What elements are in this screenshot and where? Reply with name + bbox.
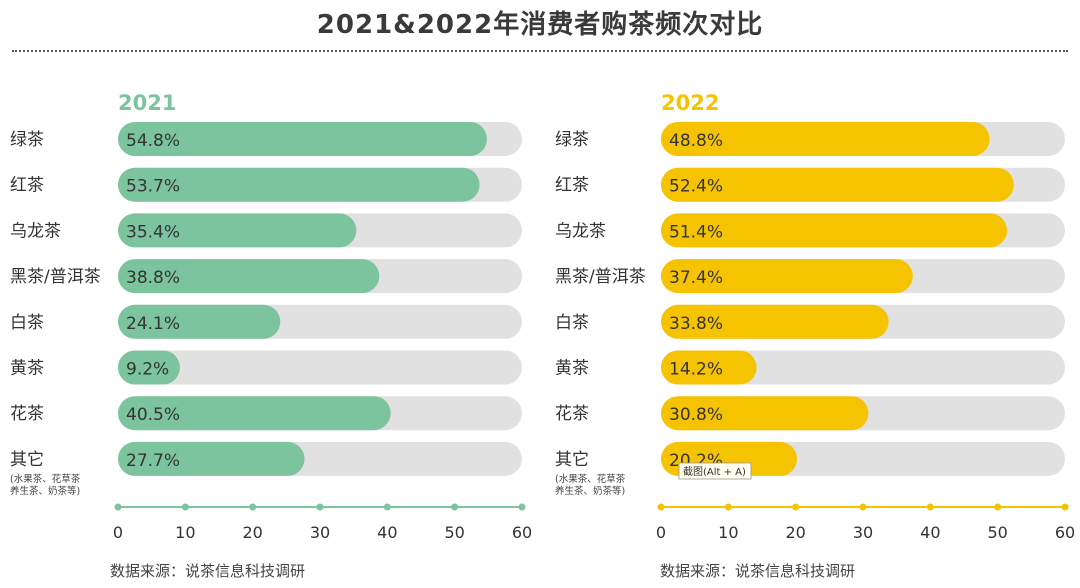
x-axis-tick-dot bbox=[316, 503, 324, 511]
bar-2021 bbox=[118, 122, 487, 156]
data-label: 27.7% bbox=[126, 451, 180, 471]
screenshot-tooltip: 截图(Alt + A) bbox=[678, 462, 752, 480]
data-label: 54.8% bbox=[126, 131, 180, 151]
category-label: 白茶 bbox=[10, 313, 44, 333]
category-note: (水果茶、花草茶 bbox=[10, 473, 81, 485]
x-axis-tick-dot bbox=[792, 503, 800, 511]
x-tick-label: 30 bbox=[853, 523, 873, 542]
x-tick-label: 60 bbox=[512, 523, 532, 542]
data-label: 35.4% bbox=[126, 222, 180, 242]
x-axis-tick-dot bbox=[926, 503, 934, 511]
x-tick-label: 0 bbox=[656, 523, 666, 542]
category-note: 养生茶、奶茶等) bbox=[555, 485, 625, 497]
category-label: 红茶 bbox=[10, 176, 44, 196]
x-tick-label: 30 bbox=[310, 523, 330, 542]
x-axis-tick-dot bbox=[859, 503, 867, 511]
category-label: 其它 bbox=[555, 450, 589, 470]
x-axis-tick-dot bbox=[657, 503, 665, 511]
source-note-2021: 数据来源：说茶信息科技调研 bbox=[110, 562, 306, 580]
data-label: 14.2% bbox=[669, 360, 723, 380]
data-label: 9.2% bbox=[126, 360, 169, 380]
x-axis-tick-dot bbox=[1061, 503, 1069, 511]
tooltip-text: 截图(Alt + A) bbox=[683, 465, 746, 478]
chart-title: 2021&2022年消费者购茶频次对比 bbox=[316, 10, 764, 40]
data-label: 40.5% bbox=[126, 405, 180, 425]
category-label: 乌龙茶 bbox=[10, 221, 61, 241]
category-label: 黑茶/普洱茶 bbox=[10, 267, 101, 287]
bar-2022 bbox=[661, 350, 757, 385]
data-label: 52.4% bbox=[669, 177, 723, 197]
x-tick-label: 60 bbox=[1055, 523, 1075, 542]
category-label: 黄茶 bbox=[555, 359, 589, 379]
bar-2021 bbox=[118, 304, 281, 339]
category-note: 养生茶、奶茶等) bbox=[10, 485, 80, 497]
panel-title-2021: 2021 bbox=[118, 91, 176, 115]
bar-2021 bbox=[118, 396, 391, 431]
bar-2022 bbox=[661, 396, 869, 431]
tooltip-box bbox=[678, 462, 752, 480]
bar-2021 bbox=[118, 350, 180, 385]
category-label: 其它 bbox=[10, 450, 44, 470]
data-label: 37.4% bbox=[669, 268, 723, 288]
data-label: 53.7% bbox=[126, 177, 180, 197]
bar-2022 bbox=[661, 259, 913, 294]
x-axis-tick-dot bbox=[994, 503, 1002, 511]
bar-2022 bbox=[661, 167, 1014, 202]
data-label: 33.8% bbox=[669, 314, 723, 334]
x-axis-tick-dot bbox=[518, 503, 526, 511]
x-tick-label: 0 bbox=[113, 523, 123, 542]
category-label: 白茶 bbox=[555, 313, 589, 333]
x-tick-label: 50 bbox=[444, 523, 464, 542]
data-label: 30.8% bbox=[669, 405, 723, 425]
bar-2022 bbox=[661, 304, 889, 339]
data-label: 24.1% bbox=[126, 314, 180, 334]
x-tick-label: 50 bbox=[987, 523, 1007, 542]
source-note-2022: 数据来源：说茶信息科技调研 bbox=[660, 562, 856, 580]
category-label: 黑茶/普洱茶 bbox=[555, 267, 646, 287]
x-axis-tick-dot bbox=[724, 503, 732, 511]
x-axis-tick-dot bbox=[451, 503, 459, 511]
x-axis-tick-dot bbox=[383, 503, 391, 511]
bar-2022 bbox=[661, 213, 1008, 248]
x-tick-label: 20 bbox=[785, 523, 805, 542]
x-tick-label: 40 bbox=[920, 523, 940, 542]
bar-2021 bbox=[118, 213, 357, 248]
x-axis-tick-dot bbox=[249, 503, 257, 511]
category-label: 绿茶 bbox=[555, 130, 589, 150]
x-tick-label: 10 bbox=[718, 523, 738, 542]
category-label: 花茶 bbox=[555, 404, 589, 424]
data-label: 51.4% bbox=[669, 222, 723, 242]
category-label: 花茶 bbox=[10, 404, 44, 424]
category-label: 乌龙茶 bbox=[555, 221, 606, 241]
bar-2021 bbox=[118, 167, 480, 202]
category-note: (水果茶、花草茶 bbox=[555, 473, 626, 485]
data-label: 48.8% bbox=[669, 131, 723, 151]
bar-track bbox=[661, 350, 1065, 385]
x-axis-tick-dot bbox=[181, 503, 189, 511]
bar-2021 bbox=[118, 441, 305, 476]
title-divider bbox=[12, 50, 1068, 52]
x-axis-tick-dot bbox=[114, 503, 122, 511]
x-tick-label: 20 bbox=[242, 523, 262, 542]
data-label: 38.8% bbox=[126, 268, 180, 288]
category-label: 绿茶 bbox=[10, 130, 44, 150]
bar-track bbox=[118, 350, 522, 385]
category-label: 黄茶 bbox=[10, 359, 44, 379]
bar-2021 bbox=[118, 259, 380, 294]
bar-2022 bbox=[661, 122, 990, 156]
category-label: 红茶 bbox=[555, 176, 589, 196]
panel-title-2022: 2022 bbox=[661, 91, 719, 115]
x-tick-label: 40 bbox=[377, 523, 397, 542]
x-tick-label: 10 bbox=[175, 523, 195, 542]
